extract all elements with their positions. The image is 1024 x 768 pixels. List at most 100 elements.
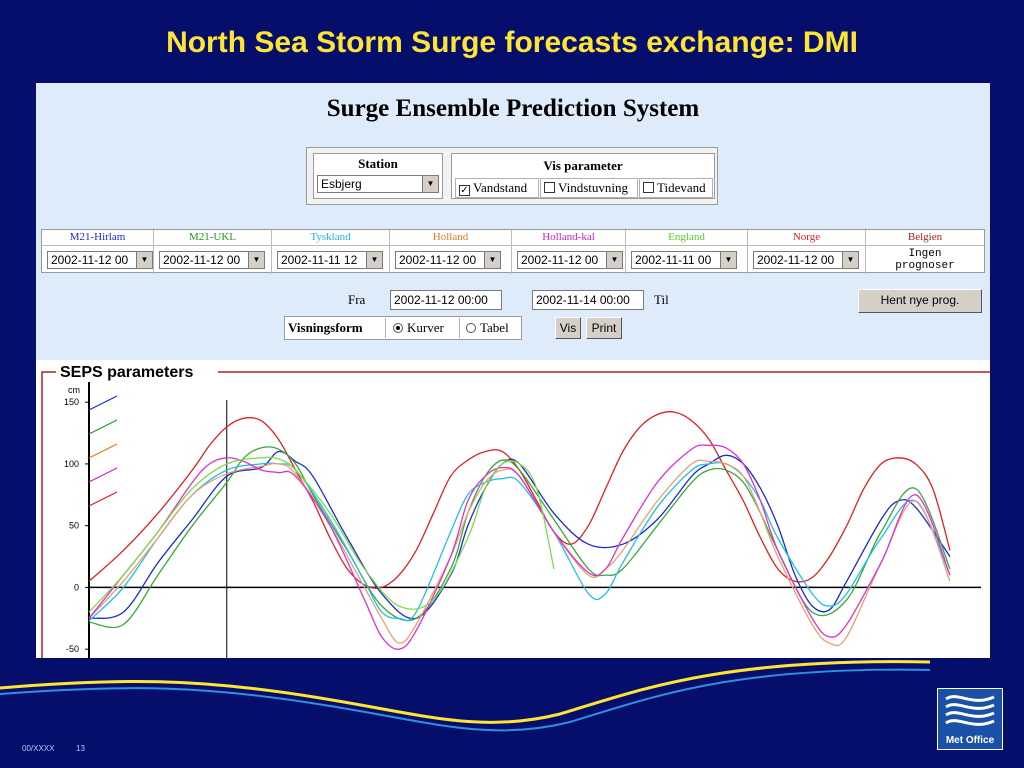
- y-tick-label: -50: [66, 644, 79, 654]
- no-forecast-line1: Ingen: [908, 248, 942, 260]
- fra-label: Fra: [348, 292, 366, 307]
- model-date-value: 2002-11-12 00: [757, 253, 835, 267]
- legend-stub: [88, 491, 118, 507]
- visningsform-box: Visningsform Kurver Tabel: [284, 316, 522, 340]
- model-name: Holland-kal: [512, 230, 625, 246]
- station-select-value: Esbjerg: [321, 177, 362, 191]
- model-date-select[interactable]: 2002-11-11 00 ▼: [631, 251, 737, 269]
- no-forecast-note: Ingen prognoser: [866, 246, 984, 272]
- checkbox-checked-icon[interactable]: ✓: [459, 185, 470, 196]
- chevron-down-icon[interactable]: ▼: [422, 176, 438, 192]
- chevron-down-icon[interactable]: ▼: [606, 252, 622, 268]
- series-line-4: [88, 462, 951, 622]
- til-date-input[interactable]: 2002-11-14 00:00: [532, 290, 644, 310]
- bottom-swoosh-decoration: [0, 660, 931, 732]
- series-line-7: [88, 456, 555, 613]
- model-selection-table: M21-Hirlam 2002-11-12 00 ▼ M21-UKL 2002-1…: [41, 229, 985, 274]
- tabel-radio[interactable]: Tabel: [459, 318, 509, 338]
- fra-date-input[interactable]: 2002-11-12 00:00: [390, 290, 502, 310]
- model-date-select[interactable]: 2002-11-12 00 ▼: [517, 251, 623, 269]
- footer-code: 00/XXXX: [22, 744, 55, 753]
- tidevand-checkbox[interactable]: Tidevand: [639, 178, 713, 198]
- radio-selected-icon[interactable]: [393, 323, 403, 333]
- model-date-value: 2002-11-12 00: [399, 253, 477, 267]
- model-column-holland: Holland 2002-11-12 00 ▼: [390, 230, 512, 274]
- y-tick-label: 100: [64, 459, 79, 469]
- y-tick-label: 150: [64, 397, 79, 407]
- visningsform-label: Visningsform: [288, 318, 386, 338]
- chevron-down-icon[interactable]: ▼: [366, 252, 382, 268]
- model-date-select[interactable]: 2002-11-11 12 ▼: [277, 251, 383, 269]
- model-name: Belgien: [866, 230, 984, 246]
- seps-web-app: Surge Ensemble Prediction System Station…: [36, 83, 990, 658]
- vis-parameter-box: Vis parameter ✓ Vandstand Vindstuvning Ti…: [451, 153, 715, 199]
- model-date-select[interactable]: 2002-11-12 00 ▼: [753, 251, 859, 269]
- chevron-down-icon[interactable]: ▼: [484, 252, 500, 268]
- y-tick-label: 0: [74, 582, 79, 592]
- vis-button[interactable]: Vis: [555, 317, 581, 339]
- model-name: M21-UKL: [154, 230, 271, 246]
- app-title: Surge Ensemble Prediction System: [326, 95, 700, 122]
- series-line-6: [88, 444, 951, 650]
- model-column-holland-kal: Holland-kal 2002-11-12 00 ▼: [512, 230, 626, 274]
- model-column-m21-hirlam: M21-Hirlam 2002-11-12 00 ▼: [42, 230, 154, 274]
- model-date-value: 2002-11-12 00: [521, 253, 599, 267]
- y-tick-label: 50: [69, 521, 79, 531]
- logo-text: Met Office: [945, 735, 995, 746]
- legend-stub: [88, 443, 118, 459]
- til-label: Til: [654, 292, 669, 307]
- kurver-label: Kurver: [407, 320, 444, 335]
- series-line-1: [88, 411, 951, 589]
- model-name: M21-Hirlam: [42, 230, 153, 246]
- model-date-select[interactable]: 2002-11-12 00 ▼: [159, 251, 265, 269]
- chevron-down-icon[interactable]: ▼: [842, 252, 858, 268]
- model-name: Holland: [390, 230, 511, 246]
- model-column-belgien: Belgien Ingen prognoser: [866, 230, 984, 274]
- vis-parameter-label: Vis parameter: [543, 158, 623, 173]
- hent-nye-prog-button[interactable]: Hent nye prog.: [858, 289, 982, 313]
- vandstand-label: Vandstand: [473, 180, 528, 195]
- series-line-2: [88, 450, 951, 620]
- y-axis-unit-label: cm: [68, 385, 80, 395]
- chevron-down-icon[interactable]: ▼: [248, 252, 264, 268]
- legend-stub: [88, 395, 118, 411]
- model-date-select[interactable]: 2002-11-12 00 ▼: [47, 251, 153, 269]
- model-name: Tyskland: [272, 230, 389, 246]
- model-date-value: 2002-11-12 00: [51, 253, 129, 267]
- legend-stub: [88, 467, 118, 483]
- station-select[interactable]: Esbjerg ▼: [317, 175, 439, 193]
- model-date-select[interactable]: 2002-11-12 00 ▼: [395, 251, 501, 269]
- waves-icon: [945, 695, 995, 726]
- seps-chart: SEPS parameters cm 150 100 50 0 -50: [41, 362, 990, 658]
- vindstuvning-checkbox[interactable]: Vindstuvning: [540, 178, 638, 198]
- tabel-label: Tabel: [480, 320, 509, 335]
- slide-title: North Sea Storm Surge forecasts exchange…: [166, 26, 858, 59]
- kurver-radio[interactable]: Kurver: [393, 318, 444, 338]
- checkbox-unchecked-icon[interactable]: [544, 182, 555, 193]
- model-name: England: [626, 230, 747, 246]
- chart-title-background: [56, 362, 218, 382]
- no-forecast-line2: prognoser: [895, 260, 955, 272]
- checkbox-unchecked-icon[interactable]: [643, 182, 654, 193]
- model-date-value: 2002-11-12 00: [163, 253, 241, 267]
- seps-chart-area: SEPS parameters cm 150 100 50 0 -50: [36, 360, 990, 658]
- model-date-value: 2002-11-11 00: [635, 253, 712, 267]
- station-label: Station: [358, 156, 398, 171]
- vandstand-checkbox[interactable]: ✓ Vandstand: [455, 178, 539, 198]
- print-button[interactable]: Print: [586, 317, 622, 339]
- model-column-norge: Norge 2002-11-12 00 ▼: [748, 230, 866, 274]
- radio-unselected-icon[interactable]: [466, 323, 476, 333]
- series-line-5: [88, 459, 951, 647]
- met-office-logo: Met Office: [937, 688, 1003, 750]
- legend-stub: [88, 419, 118, 435]
- station-parameter-panel: Station Esbjerg ▼ Vis parameter ✓ Vandsta…: [306, 147, 718, 205]
- chevron-down-icon[interactable]: ▼: [136, 252, 152, 268]
- model-name: Norge: [748, 230, 865, 246]
- chart-title: SEPS parameters: [60, 364, 194, 381]
- vindstuvning-label: Vindstuvning: [558, 180, 629, 195]
- model-column-m21-ukl: M21-UKL 2002-11-12 00 ▼: [154, 230, 272, 274]
- model-column-tyskland: Tyskland 2002-11-11 12 ▼: [272, 230, 390, 274]
- chevron-down-icon[interactable]: ▼: [720, 252, 736, 268]
- slide-page-number: 13: [76, 744, 85, 753]
- station-box: Station Esbjerg ▼: [313, 153, 443, 199]
